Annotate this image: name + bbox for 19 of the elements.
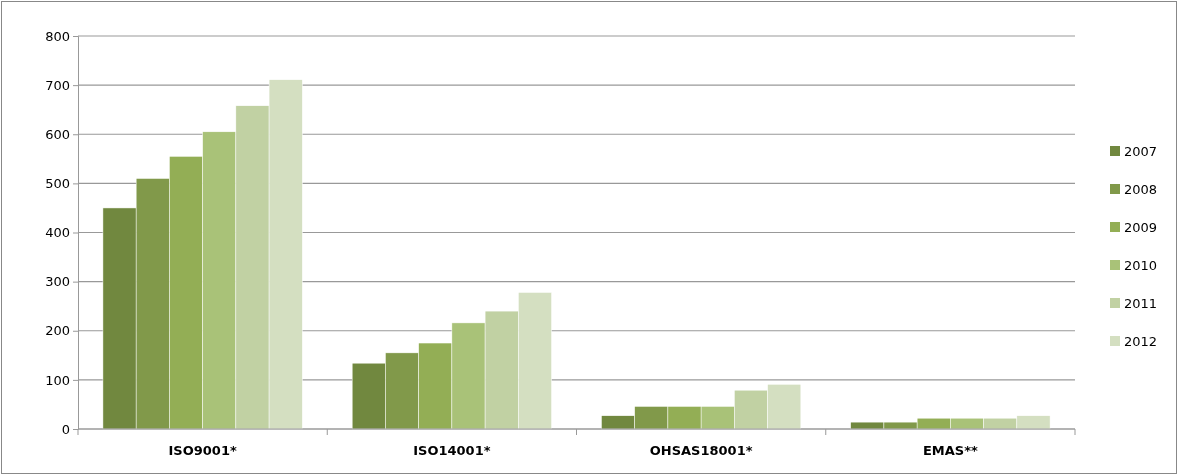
y-tick-label: 800 (45, 28, 70, 44)
legend-label: 2011 (1124, 296, 1158, 311)
legend-label: 2008 (1124, 182, 1158, 197)
legend-label: 2010 (1124, 258, 1158, 273)
y-tick-label: 500 (45, 176, 70, 192)
y-tick-label: 300 (45, 274, 70, 290)
y-tick-label: 700 (45, 77, 70, 93)
y-tick-label: 400 (45, 225, 70, 241)
y-tick-label: 200 (45, 323, 70, 339)
x-tick-label: EMAS** (922, 443, 978, 458)
y-tick-label: 0 (61, 421, 70, 437)
x-tick-label: ISO9001* (168, 443, 237, 458)
x-tick-label: OHSAS18001* (649, 443, 753, 458)
legend-label: 2012 (1124, 334, 1158, 349)
legend-label: 2007 (1124, 144, 1158, 159)
y-tick-label: 100 (45, 372, 70, 388)
x-tick-label: ISO14001* (413, 443, 491, 458)
y-tick-label: 600 (45, 126, 70, 142)
legend-label: 2009 (1124, 220, 1158, 235)
